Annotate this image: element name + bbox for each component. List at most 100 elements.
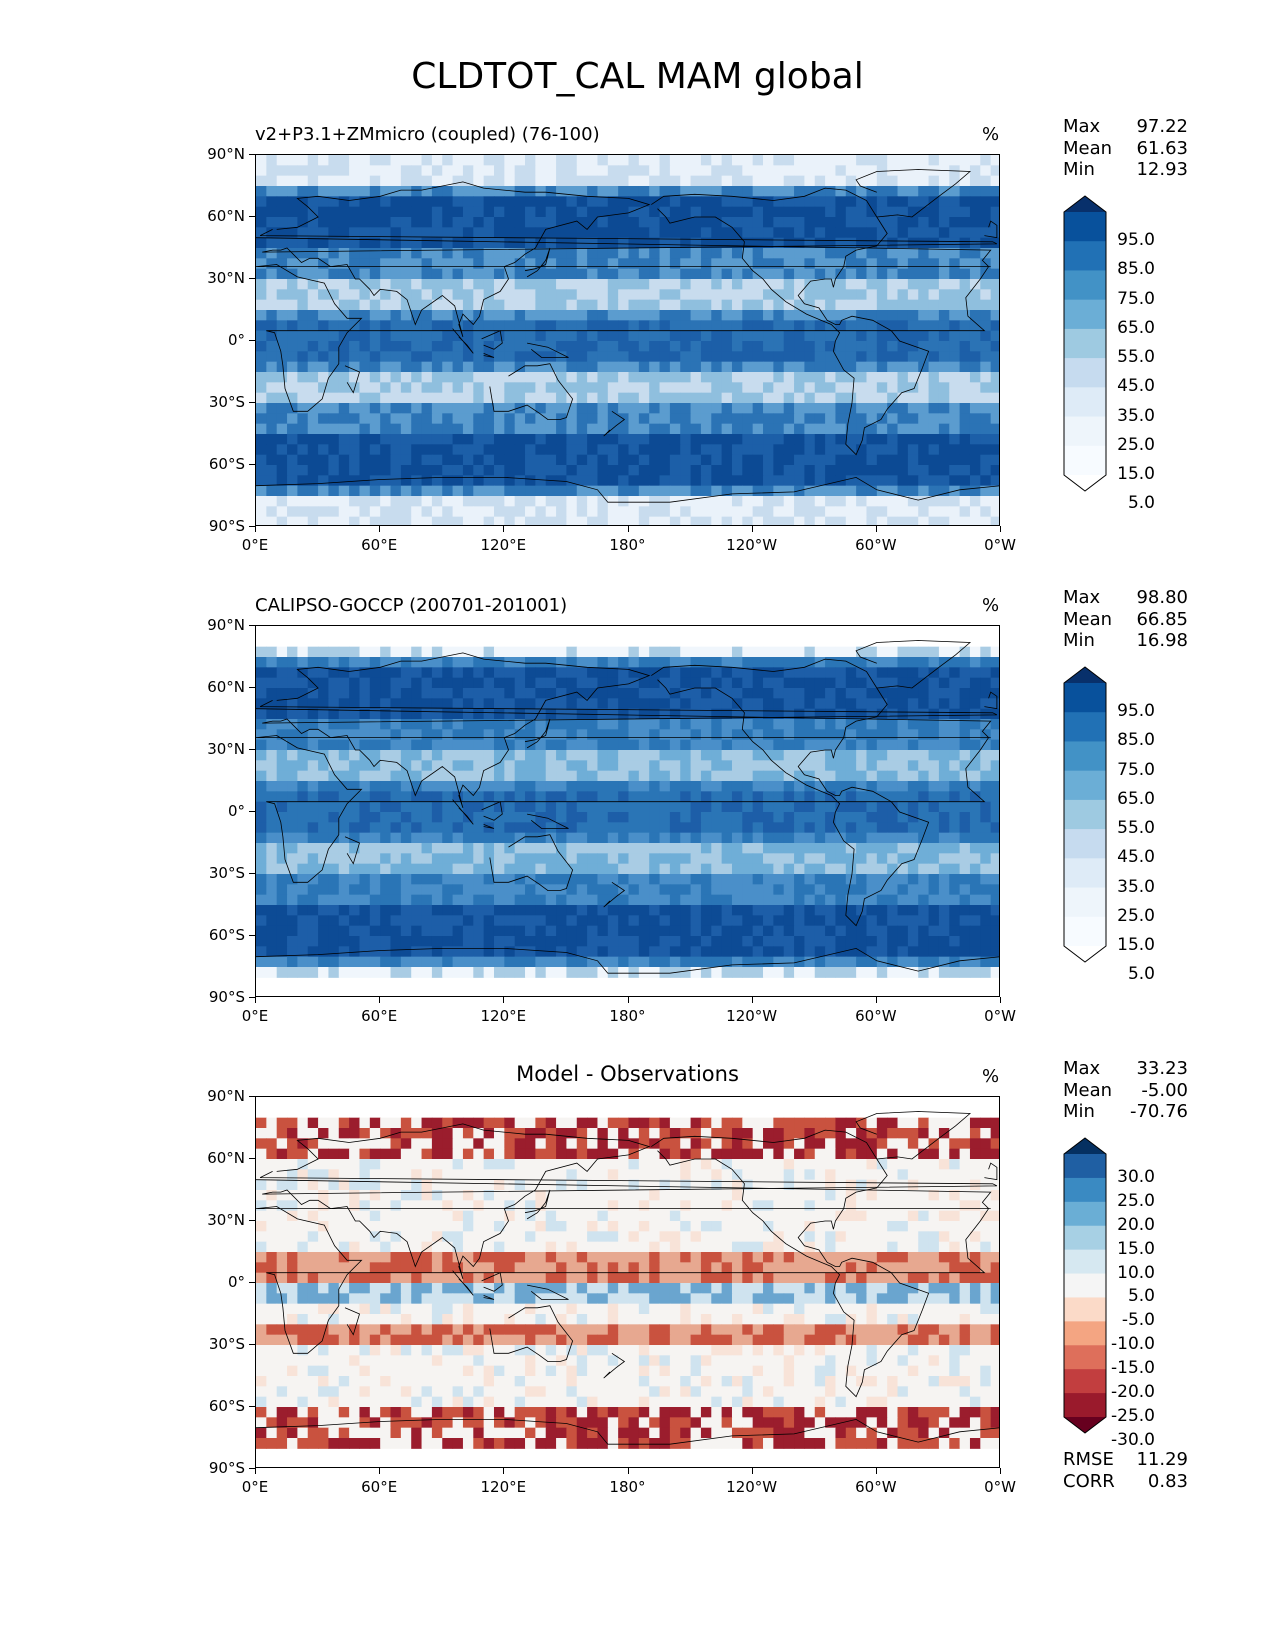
colorbar-extend-max: [1064, 1138, 1106, 1154]
colorbar-band: [1064, 712, 1106, 742]
lon-tick-mark: [1000, 526, 1001, 532]
colorbar-band: [1064, 445, 1106, 476]
stat-value: 97.22: [1136, 116, 1188, 137]
lat-tick-label: 30°N: [207, 740, 245, 758]
lon-tick-mark: [751, 997, 753, 1003]
coastlines: [256, 169, 999, 503]
colorbar-tick-label: -20.0: [1111, 1382, 1155, 1403]
lat-tick-label: 0°: [227, 1273, 245, 1291]
colorbar-tick-label: 15.0: [1117, 935, 1155, 955]
colorbar-band: [1064, 416, 1106, 447]
figure-title: CLDTOT_CAL MAM global: [411, 56, 864, 97]
colorbar-band: [1064, 1273, 1106, 1298]
stat-row: Max 97.22: [1063, 116, 1188, 138]
lon-tick-label: 120°E: [480, 536, 527, 554]
lon-tick-label: 120°E: [480, 1007, 527, 1025]
lon-tick-mark: [255, 997, 256, 1003]
error-stats: RMSE 11.29 CORR 0.83: [1063, 1449, 1188, 1492]
contour-field: [256, 1117, 999, 1449]
lon-tick-label: 0°E: [241, 1007, 269, 1025]
colorbar-band: [1064, 887, 1106, 918]
lon-tick-label: 60°W: [855, 536, 897, 554]
lat-tick-label: 90°S: [208, 1459, 245, 1477]
colorbar-band: [1064, 1297, 1106, 1322]
lat-tick-label: 0°: [227, 802, 245, 820]
lon-tick-mark: [751, 526, 753, 532]
colorbar-tick-label: 95.0: [1117, 701, 1155, 722]
lat-tick-label: 60°N: [207, 1149, 245, 1167]
colorbar-band: [1064, 1369, 1106, 1394]
lon-tick-label: 120°E: [480, 1478, 527, 1496]
stat-value: -5.00: [1141, 1079, 1188, 1101]
lon-tick-label: 60°E: [361, 1478, 398, 1496]
colorbar-tick-label: 55.0: [1117, 818, 1155, 839]
lon-tick-mark: [503, 526, 505, 532]
colorbar-tick-label: -25.0: [1111, 1406, 1155, 1426]
colorbar: [1063, 195, 1107, 492]
colorbar-tick-label: 45.0: [1117, 847, 1155, 868]
lat-tick-label: 60°N: [207, 678, 245, 696]
units-label: %: [982, 595, 1000, 616]
colorbar-tick-label: 95.0: [1117, 230, 1155, 251]
lon-tick-label: 0°E: [241, 536, 269, 554]
colorbar-tick-label: 15.0: [1117, 1238, 1155, 1259]
lon-tick-label: 0°E: [241, 1478, 269, 1496]
colorbar-tick-label: -10.0: [1111, 1334, 1155, 1355]
lon-tick-label: 120°W: [726, 536, 778, 554]
stat-label: Min: [1063, 630, 1095, 651]
lon-tick-label: 60°E: [361, 536, 398, 554]
lon-tick-mark: [875, 1468, 877, 1474]
colorbar-tick-label: 20.0: [1117, 1214, 1155, 1235]
lon-tick-label: 0°W: [984, 536, 1016, 554]
colorbar-tick-label: 25.0: [1117, 905, 1155, 926]
stat-row: Max 98.80: [1063, 587, 1188, 609]
colorbar-band: [1064, 1154, 1106, 1179]
lat-tick-mark: [249, 811, 255, 812]
units-label: %: [982, 124, 1000, 145]
stat-value: 33.23: [1136, 1058, 1188, 1079]
colorbar-band: [1064, 1393, 1106, 1418]
lat-tick-mark: [249, 1220, 255, 1221]
colorbar-tick-label: 85.0: [1117, 730, 1155, 751]
lat-tick-mark: [249, 687, 255, 688]
lat-tick-mark: [249, 1096, 255, 1097]
colorbar-extend-max: [1064, 667, 1106, 683]
colorbar-band: [1064, 387, 1106, 418]
colorbar-band: [1064, 829, 1106, 859]
colorbar-band: [1064, 328, 1106, 359]
lat-tick-label: 30°N: [207, 1211, 245, 1229]
coastlines: [256, 640, 999, 974]
lat-tick-mark: [249, 625, 255, 626]
lat-tick-mark: [249, 1282, 255, 1283]
stat-label: Max: [1063, 1058, 1101, 1079]
colorbar-band: [1064, 212, 1106, 242]
lat-tick-mark: [249, 1406, 255, 1407]
summary-stats: Max 97.22 Mean 61.63 Min 12.93: [1063, 116, 1188, 181]
lon-tick-mark: [503, 997, 505, 1003]
stat-value: 66.85: [1136, 608, 1188, 630]
colorbar-tick-label: 35.0: [1117, 405, 1155, 426]
lat-tick-mark: [249, 1468, 255, 1469]
contour-field: [256, 646, 999, 978]
lat-tick-mark: [249, 402, 255, 403]
colorbar-tick-label: -30.0: [1111, 1429, 1155, 1450]
stat-value: 0.83: [1147, 1470, 1188, 1492]
panel-title: CALIPSO-GOCCP (200701-201001): [255, 595, 568, 616]
units-label: %: [982, 1066, 1000, 1087]
stat-value: 11.29: [1136, 1449, 1188, 1470]
stat-row: Mean -5.00: [1063, 1080, 1188, 1102]
lon-tick-label: 60°W: [855, 1007, 897, 1025]
lat-tick-mark: [249, 997, 255, 998]
colorbar-band: [1064, 1177, 1106, 1203]
map-panel-2: [255, 625, 1000, 997]
colorbar: [1063, 666, 1107, 963]
colorbar-tick-label: 85.0: [1117, 259, 1155, 280]
colorbar-band: [1064, 270, 1106, 301]
colorbar-tick-label: 35.0: [1117, 876, 1155, 897]
colorbar-band: [1064, 741, 1106, 772]
stat-row: CORR 0.83: [1063, 1471, 1188, 1493]
lat-tick-mark: [249, 1158, 255, 1159]
colorbar: [1063, 1137, 1107, 1434]
lat-tick-mark: [249, 154, 255, 155]
lat-tick-label: 90°N: [207, 616, 245, 634]
